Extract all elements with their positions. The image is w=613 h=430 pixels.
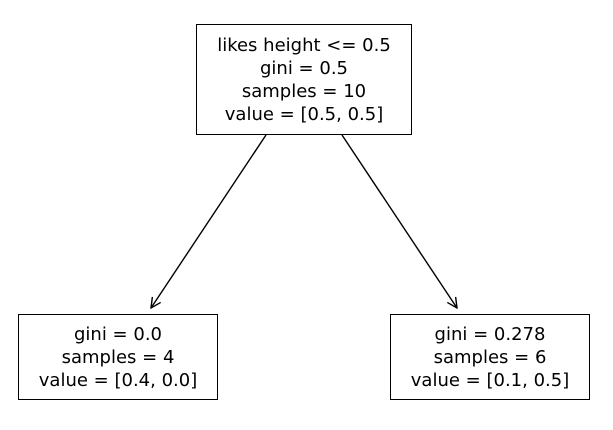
left-leaf-node: gini = 0.0 samples = 4 value = [0.4, 0.0… — [18, 314, 218, 400]
edge-root-to-right — [341, 134, 457, 308]
left-value: value = [0.4, 0.0] — [38, 369, 198, 391]
root-gini: gini = 0.5 — [260, 57, 348, 79]
left-gini: gini = 0.0 — [74, 323, 162, 345]
root-samples: samples = 10 — [241, 80, 367, 102]
right-gini: gini = 0.278 — [434, 323, 546, 345]
root-split-condition: likes height <= 0.5 — [217, 34, 391, 56]
root-value: value = [0.5, 0.5] — [224, 103, 384, 125]
right-value: value = [0.1, 0.5] — [410, 369, 570, 391]
root-node: likes height <= 0.5 gini = 0.5 samples =… — [196, 24, 412, 135]
edge-root-to-left — [151, 134, 267, 308]
right-samples: samples = 6 — [433, 346, 547, 368]
left-samples: samples = 4 — [61, 346, 175, 368]
right-leaf-node: gini = 0.278 samples = 6 value = [0.1, 0… — [390, 314, 590, 400]
